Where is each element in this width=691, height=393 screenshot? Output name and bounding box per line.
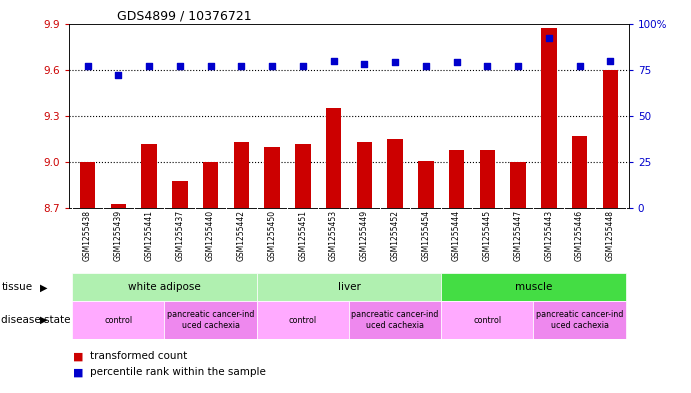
Bar: [164, 301, 256, 339]
Point: [297, 63, 308, 69]
Text: ▶: ▶: [40, 282, 48, 292]
Bar: [72, 301, 164, 339]
Bar: [349, 301, 442, 339]
Bar: [142, 144, 157, 208]
Point: [359, 61, 370, 67]
Bar: [172, 180, 187, 208]
Text: GSM1255451: GSM1255451: [299, 210, 307, 261]
Point: [82, 63, 93, 69]
Bar: [265, 147, 280, 208]
Point: [390, 59, 401, 66]
Text: tissue: tissue: [1, 282, 32, 292]
Point: [543, 35, 554, 42]
Bar: [234, 142, 249, 208]
Point: [205, 63, 216, 69]
Text: control: control: [473, 316, 502, 325]
Bar: [572, 136, 587, 208]
Point: [420, 63, 431, 69]
Text: control: control: [104, 316, 133, 325]
Text: pancreatic cancer-ind
uced cachexia: pancreatic cancer-ind uced cachexia: [536, 310, 623, 330]
Text: GSM1255447: GSM1255447: [513, 210, 522, 261]
Text: ■: ■: [73, 367, 83, 377]
Bar: [111, 204, 126, 208]
Text: ▶: ▶: [40, 315, 48, 325]
Text: disease state: disease state: [1, 315, 71, 325]
Point: [451, 59, 462, 66]
Text: GSM1255449: GSM1255449: [360, 210, 369, 261]
Text: GSM1255440: GSM1255440: [206, 210, 215, 261]
Text: percentile rank within the sample: percentile rank within the sample: [90, 367, 266, 377]
Bar: [442, 301, 533, 339]
Text: GSM1255438: GSM1255438: [83, 210, 92, 261]
Bar: [533, 301, 626, 339]
Point: [267, 63, 278, 69]
Text: GSM1255454: GSM1255454: [422, 210, 430, 261]
Text: GSM1255444: GSM1255444: [452, 210, 461, 261]
Bar: [511, 162, 526, 208]
Bar: [357, 142, 372, 208]
Point: [144, 63, 155, 69]
Bar: [80, 162, 95, 208]
Point: [174, 63, 185, 69]
Text: ■: ■: [73, 351, 83, 362]
Bar: [480, 150, 495, 208]
Bar: [295, 144, 310, 208]
Text: GSM1255453: GSM1255453: [329, 210, 338, 261]
Bar: [256, 301, 349, 339]
Text: GSM1255441: GSM1255441: [144, 210, 153, 261]
Text: control: control: [289, 316, 317, 325]
Text: GSM1255437: GSM1255437: [176, 210, 184, 261]
Text: GSM1255445: GSM1255445: [483, 210, 492, 261]
Text: GSM1255450: GSM1255450: [267, 210, 276, 261]
Point: [482, 63, 493, 69]
Bar: [388, 139, 403, 208]
Point: [605, 57, 616, 64]
Text: GSM1255439: GSM1255439: [114, 210, 123, 261]
Text: GSM1255448: GSM1255448: [606, 210, 615, 261]
Text: white adipose: white adipose: [128, 282, 201, 292]
Bar: [541, 28, 556, 208]
Text: pancreatic cancer-ind
uced cachexia: pancreatic cancer-ind uced cachexia: [352, 310, 439, 330]
Bar: [203, 162, 218, 208]
Text: GSM1255443: GSM1255443: [545, 210, 553, 261]
Point: [513, 63, 524, 69]
Point: [574, 63, 585, 69]
Text: muscle: muscle: [515, 282, 552, 292]
Text: GSM1255452: GSM1255452: [390, 210, 399, 261]
Text: pancreatic cancer-ind
uced cachexia: pancreatic cancer-ind uced cachexia: [167, 310, 254, 330]
Bar: [442, 273, 626, 301]
Text: GSM1255442: GSM1255442: [237, 210, 246, 261]
Point: [113, 72, 124, 79]
Text: liver: liver: [337, 282, 361, 292]
Bar: [72, 273, 256, 301]
Point: [328, 57, 339, 64]
Point: [236, 63, 247, 69]
Bar: [449, 150, 464, 208]
Text: GSM1255446: GSM1255446: [575, 210, 584, 261]
Bar: [326, 108, 341, 208]
Text: transformed count: transformed count: [90, 351, 187, 362]
Bar: [603, 70, 618, 208]
Bar: [256, 273, 442, 301]
Bar: [418, 161, 433, 208]
Text: GDS4899 / 10376721: GDS4899 / 10376721: [117, 10, 252, 23]
